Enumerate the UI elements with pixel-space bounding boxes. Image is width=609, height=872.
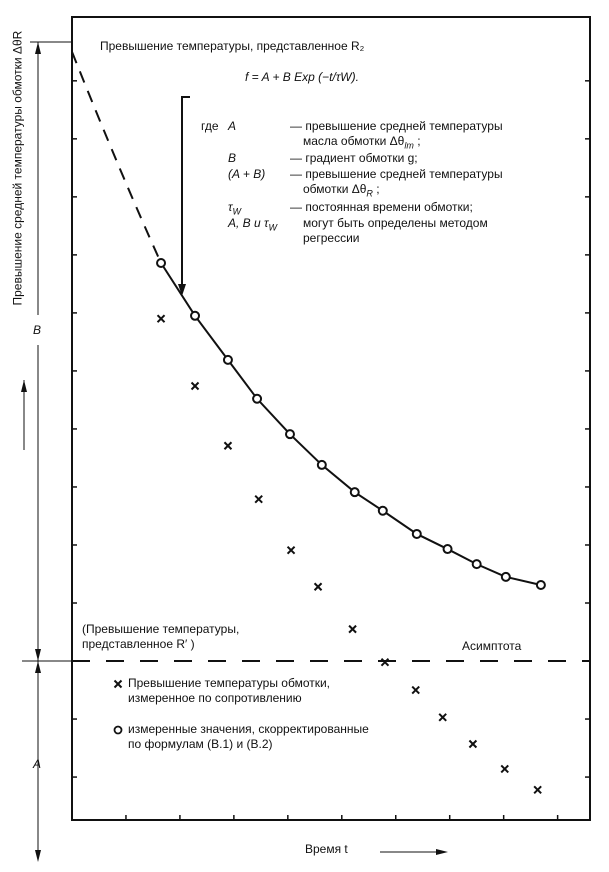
circle-point — [252, 393, 263, 404]
circle-point — [190, 310, 201, 321]
cross-point — [190, 381, 200, 391]
cross-point — [348, 624, 357, 634]
definition-text: могут быть определены методом — [303, 216, 488, 230]
circle-point — [471, 559, 482, 570]
circle-point — [411, 528, 422, 539]
plot-frame — [71, 16, 591, 821]
extrapolated-curve — [71, 51, 162, 264]
definition-text-cont: регрессии — [303, 231, 360, 245]
fit-curve — [160, 262, 542, 586]
definition-text: — постоянная времени обмотки; — [290, 200, 473, 214]
arrow-up-icon — [35, 661, 41, 674]
asymptote-label: Асимптота — [462, 639, 522, 653]
legend-cross-line1-text: Превышение температуры обмотки, — [128, 676, 331, 690]
definition-text-cont: масла обмотки Δθlm ; — [303, 134, 421, 151]
circle-point — [222, 354, 233, 365]
where-label: где — [201, 119, 219, 133]
cross-point — [411, 685, 420, 695]
legend-cross-marker — [113, 679, 123, 689]
legend-cross-line2: измеренное по сопротивлению — [128, 691, 302, 705]
cross-point — [438, 713, 447, 722]
legend-circle-marker — [113, 725, 123, 735]
circle-point — [156, 258, 167, 269]
arrow-up-icon — [35, 42, 41, 54]
chart-title-text: Превышение температуры, представленное R… — [100, 39, 365, 53]
legend-circle-line1: измеренные значения, скорректированные — [128, 722, 369, 736]
definition-text: — превышение средней температуры — [290, 119, 503, 133]
cross-point — [223, 441, 233, 450]
legend-cross-line1: Превышение температуры обмотки, — [128, 676, 330, 691]
lower-curve-label-1: (Превышение температуры, — [82, 622, 240, 636]
lower-curve-label-2: представленное R′ ) — [82, 637, 195, 651]
circle-point — [349, 487, 360, 498]
arrow-down-icon — [35, 649, 41, 662]
definition-text: — градиент обмотки g; — [290, 151, 418, 165]
definition-symbol: A — [228, 119, 237, 133]
arrow-down-icon — [178, 284, 186, 296]
circle-point — [316, 459, 327, 470]
circle-point — [442, 544, 453, 555]
definition-bracket-arrow — [181, 96, 190, 288]
circle-point — [535, 580, 546, 591]
span-label-b: B — [33, 323, 42, 337]
x-axis-label: Время t — [305, 842, 348, 856]
circle-point — [377, 505, 388, 516]
cross-point — [380, 657, 390, 667]
cross-point — [500, 764, 509, 774]
cross-point — [313, 582, 323, 591]
definition-symbol: (A + B) — [228, 167, 266, 181]
formula: f = A + B Exp (−t/τW). — [245, 70, 359, 84]
cross-point — [533, 785, 542, 795]
cross-point — [468, 739, 478, 749]
circle-point — [500, 571, 511, 582]
definition-text-cont: обмотки ΔθR ; — [303, 182, 380, 199]
cross-point — [286, 545, 296, 555]
arrow-right-icon — [436, 849, 448, 855]
definition-symbol: τW — [228, 200, 241, 217]
definition-text: — превышение средней температуры — [290, 167, 503, 181]
cross-point — [254, 494, 263, 504]
arrow-up-icon — [21, 380, 27, 392]
span-label-a: A — [33, 757, 42, 771]
legend-circle-line2: по формулам (B.1) и (B.2) — [128, 737, 273, 751]
definition-symbol: A, B и τW — [228, 216, 278, 233]
cross-point — [156, 314, 166, 323]
definition-symbol: B — [228, 151, 237, 165]
y-axis-label: Превышение средней температуры обмотки Δ… — [10, 30, 25, 306]
chart-title: Превышение температуры, представленное R… — [100, 39, 364, 54]
arrow-down-icon — [35, 850, 41, 862]
circle-point — [284, 429, 295, 440]
